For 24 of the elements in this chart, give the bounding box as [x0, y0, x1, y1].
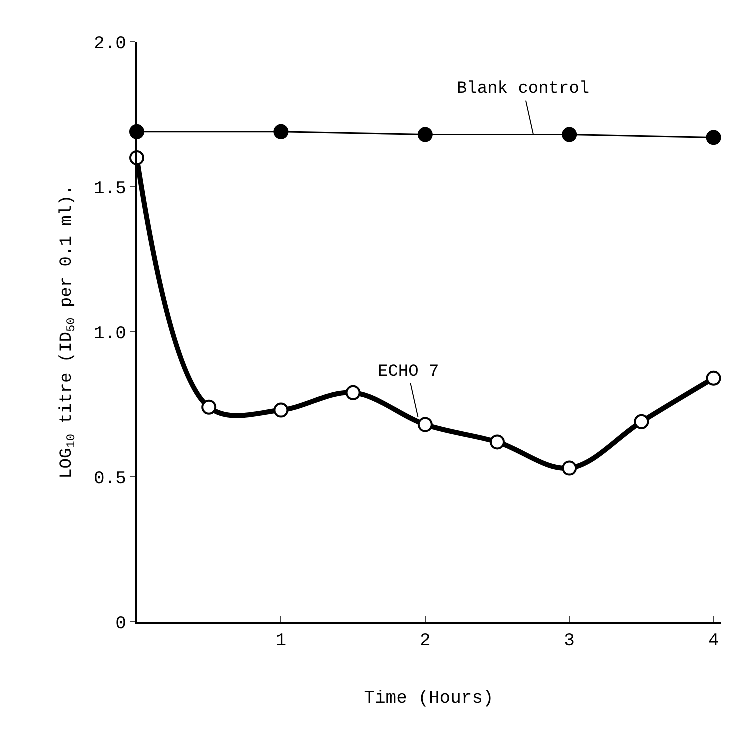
text: Blank control — [457, 80, 590, 99]
y-tick-label: 2.0 — [94, 34, 126, 54]
y-tick-label: 0.5 — [94, 469, 126, 490]
x-tick-label: 3 — [564, 632, 575, 652]
point — [562, 127, 578, 142]
point — [418, 127, 433, 142]
series-label: ECHO 7 — [378, 363, 440, 382]
point — [418, 417, 433, 432]
point — [274, 124, 289, 140]
point — [274, 402, 289, 418]
x-tick-label: 2 — [420, 632, 431, 652]
point — [490, 434, 505, 450]
point — [706, 370, 722, 386]
point — [562, 460, 578, 476]
point — [634, 414, 650, 430]
x-axis-title: Time (Hours) — [364, 689, 494, 710]
point — [202, 400, 217, 415]
x-tick-label: 4 — [708, 632, 720, 652]
y-tick-label: 0 — [116, 614, 126, 634]
x-tick-label: 1 — [276, 632, 287, 652]
point — [346, 385, 361, 400]
point — [706, 130, 722, 146]
y-tick-label: 1.0 — [94, 324, 126, 344]
y-tick-label: 1.5 — [94, 179, 126, 200]
